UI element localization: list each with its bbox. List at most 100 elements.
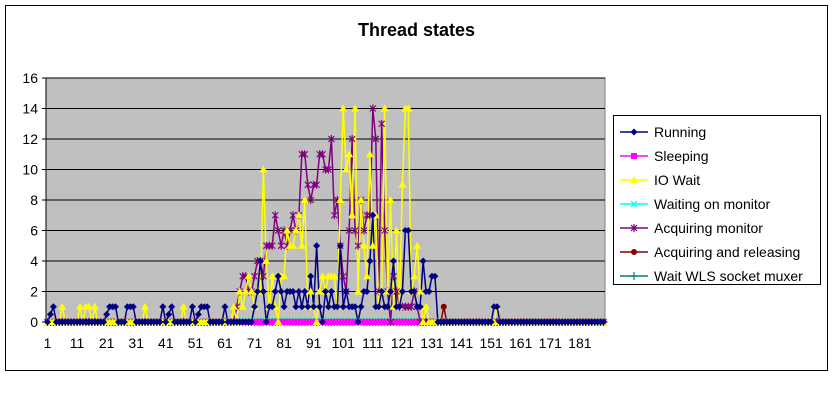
data-point-running: [324, 303, 332, 311]
data-point-running: [310, 303, 318, 311]
data-point-io-wait: [416, 287, 425, 295]
x-tick-label: 151: [479, 335, 503, 351]
data-point-running: [395, 303, 403, 311]
y-tick-label: 4: [30, 253, 38, 269]
data-point-io-wait: [297, 241, 306, 249]
data-point-io-wait: [318, 272, 327, 280]
data-point-running: [185, 318, 193, 326]
data-point-io-wait: [359, 241, 368, 249]
x-tick-label: 131: [420, 335, 444, 351]
data-point-io-wait: [315, 287, 324, 295]
legend-item-io-wait: IO Wait: [618, 169, 818, 191]
data-point-io-wait: [288, 241, 297, 249]
data-point-acquiring-monitor: [354, 241, 362, 250]
legend-swatch-marker: [630, 200, 638, 208]
data-point-io-wait: [342, 165, 351, 173]
data-point-acquiring-monitor: [381, 226, 389, 235]
y-tick-label: 8: [30, 192, 38, 208]
legend-label: Sleeping: [654, 148, 709, 164]
legend-swatch-marker: [630, 224, 638, 232]
data-point-acquiring-monitor: [251, 272, 258, 281]
data-point-io-wait: [386, 196, 395, 203]
data-point-acquiring-monitor: [271, 211, 279, 220]
data-point-io-wait: [241, 287, 250, 295]
data-point-running: [404, 227, 412, 234]
data-point-running: [416, 303, 424, 311]
data-point-running: [188, 303, 196, 311]
data-point-io-wait: [392, 226, 401, 234]
legend-swatch-acquiring-and-releasing: [620, 249, 648, 255]
legend-swatch-marker: [630, 128, 638, 136]
data-point-acquiring-monitor: [319, 150, 326, 159]
data-point-io-wait: [339, 104, 348, 112]
legend-swatch-acquiring-monitor: [620, 224, 648, 232]
data-point-acquiring-monitor: [304, 180, 312, 189]
data-point-running: [280, 303, 288, 311]
data-point-running: [49, 303, 57, 311]
data-point-io-wait: [90, 302, 99, 310]
data-point-running: [307, 272, 315, 280]
data-point-io-wait: [238, 302, 247, 310]
chart-title: Thread states: [357, 20, 476, 40]
x-tick-label: 161: [509, 335, 533, 351]
data-point-io-wait: [244, 272, 253, 280]
data-point-running: [322, 288, 329, 295]
data-point-running: [425, 288, 433, 295]
data-point-running: [384, 303, 392, 311]
data-point-running: [398, 288, 406, 295]
data-point-running: [277, 288, 285, 295]
data-point-io-wait: [380, 104, 389, 112]
series-markers: [43, 104, 608, 326]
data-point-acquiring-monitor: [268, 241, 276, 250]
data-point-running: [351, 303, 359, 311]
data-point-acquiring-monitor: [274, 226, 282, 235]
data-point-running: [419, 257, 427, 265]
y-axis-ticks: 0 2 4 6 8 10 12 14 16: [22, 70, 46, 330]
data-point-running: [203, 303, 211, 311]
data-point-running: [298, 303, 306, 311]
data-point-running: [262, 318, 270, 326]
data-point-running: [256, 257, 264, 265]
data-point-running: [162, 318, 170, 326]
data-point-running: [292, 303, 300, 311]
data-point-io-wait: [362, 272, 371, 280]
data-point-running: [357, 303, 365, 311]
y-tick-label: 0: [30, 314, 38, 330]
data-point-acquiring-monitor: [390, 272, 397, 281]
data-point-io-wait: [413, 241, 422, 249]
data-point-io-wait: [410, 272, 419, 280]
legend-item-running: Running: [618, 121, 818, 143]
data-point-running: [319, 318, 327, 326]
legend-swatch-sleeping: [620, 153, 648, 159]
x-tick-label: 91: [306, 335, 322, 351]
data-point-io-wait: [422, 302, 431, 310]
x-tick-label: 121: [391, 335, 415, 351]
data-point-running: [271, 288, 279, 295]
data-point-acquiring-monitor: [289, 211, 297, 220]
data-point-running: [259, 288, 267, 295]
x-tick-label: 41: [158, 335, 174, 351]
data-point-running: [487, 318, 495, 326]
data-point-io-wait: [398, 180, 407, 188]
data-point-running: [159, 303, 167, 311]
data-point-io-wait: [330, 272, 339, 280]
series-markers-running: [43, 211, 608, 326]
data-point-running: [156, 318, 164, 326]
legend-label: Acquiring and releasing: [654, 244, 801, 260]
data-point-running: [295, 288, 303, 295]
legend-swatch-io-wait: [620, 176, 648, 183]
x-tick-label: 171: [539, 335, 563, 351]
data-point-io-wait: [312, 318, 321, 325]
data-point-running: [289, 288, 297, 295]
data-point-acquiring-monitor: [348, 135, 356, 143]
data-point-io-wait: [368, 241, 377, 249]
data-point-acquiring-monitor: [351, 226, 359, 235]
data-point-running: [375, 303, 383, 311]
y-tick-label: 6: [30, 223, 38, 239]
legend-label: Running: [654, 124, 707, 140]
data-point-running: [274, 272, 282, 280]
data-point-io-wait: [351, 104, 360, 112]
data-point-running: [369, 211, 377, 219]
data-point-acquiring-monitor: [345, 226, 353, 235]
